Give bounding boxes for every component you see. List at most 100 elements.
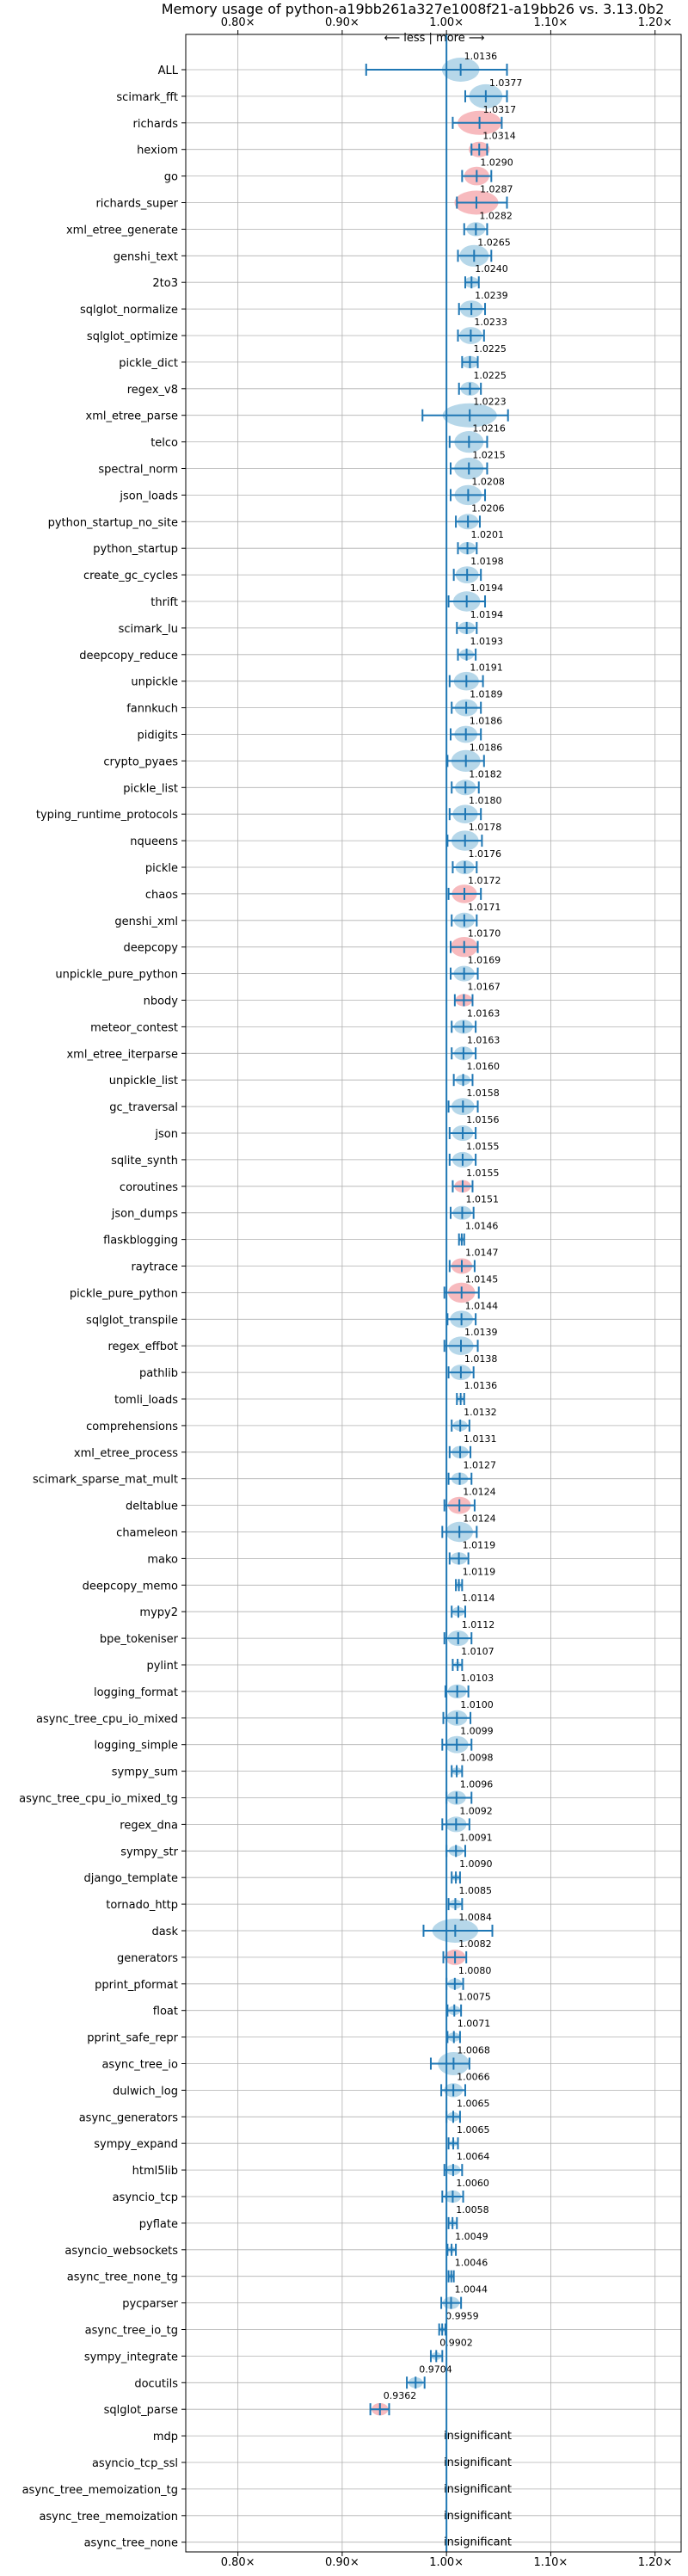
value-label: 0.9362 bbox=[384, 2390, 417, 2401]
y-tick-label: regex_dna bbox=[120, 1819, 178, 1832]
x-tick-label-top: 0.80× bbox=[221, 16, 255, 29]
value-label: 1.0127 bbox=[464, 1460, 497, 1471]
value-label: 1.0071 bbox=[458, 2018, 491, 2030]
x-tick-label-bottom: 0.80× bbox=[221, 2556, 255, 2569]
value-label: 1.0265 bbox=[477, 237, 511, 248]
value-label: 1.0085 bbox=[458, 1885, 492, 1896]
value-label: 0.9704 bbox=[419, 2363, 452, 2375]
x-tick-label-bottom: 1.20× bbox=[638, 2556, 673, 2569]
value-label: 1.0201 bbox=[471, 529, 505, 540]
value-label: 1.0065 bbox=[457, 2098, 490, 2109]
y-tick-label: gc_traversal bbox=[109, 1101, 178, 1114]
chart-title: Memory usage of python-a19bb261a327e1008… bbox=[162, 1, 665, 17]
value-label: 1.0145 bbox=[465, 1273, 499, 1285]
y-tick-label: scimark_fft bbox=[116, 91, 178, 104]
y-tick-label: sqlglot_transpile bbox=[86, 1314, 178, 1327]
y-tick-label: pprint_safe_repr bbox=[87, 2032, 178, 2045]
y-tick-label: tornado_http bbox=[106, 1899, 178, 1912]
value-label: 1.0191 bbox=[470, 662, 503, 674]
y-tick-label: mako bbox=[147, 1553, 178, 1566]
value-label: 1.0082 bbox=[458, 1938, 492, 1950]
y-tick-label: deltablue bbox=[126, 1501, 178, 1513]
value-label: 1.0194 bbox=[470, 609, 504, 620]
value-label: 1.0239 bbox=[475, 290, 508, 301]
value-label: 1.0163 bbox=[467, 1034, 501, 1045]
y-tick-label: meteor_contest bbox=[90, 1021, 178, 1034]
value-label: 1.0171 bbox=[468, 902, 501, 913]
value-label: 1.0377 bbox=[489, 77, 523, 89]
y-tick-label: pickle_dict bbox=[119, 357, 178, 370]
y-tick-label: pickle_list bbox=[123, 782, 178, 795]
value-label: 1.0156 bbox=[466, 1114, 500, 1125]
y-tick-label: deepcopy bbox=[123, 942, 178, 955]
value-label: 1.0186 bbox=[470, 742, 503, 753]
y-tick-label: fannkuch bbox=[126, 703, 178, 716]
y-tick-label: pidigits bbox=[138, 730, 179, 743]
y-tick-label: ALL bbox=[158, 65, 179, 77]
y-tick-label: pycparser bbox=[122, 2298, 178, 2311]
value-label: 1.0151 bbox=[465, 1194, 499, 1205]
y-tick-label: json_loads bbox=[119, 490, 178, 502]
value-label: 1.0240 bbox=[475, 263, 508, 274]
y-tick-label: logging_simple bbox=[94, 1740, 178, 1753]
insignificant-label: insignificant bbox=[444, 2430, 512, 2443]
y-tick-label: regex_effbot bbox=[108, 1340, 178, 1353]
y-tick-label: mdp bbox=[153, 2431, 178, 2444]
grid-layer bbox=[186, 34, 681, 2552]
y-tick-label: telco bbox=[150, 437, 178, 450]
value-label: 1.0233 bbox=[474, 317, 507, 328]
value-label: 1.0096 bbox=[460, 1779, 494, 1790]
insignificant-label: insignificant bbox=[444, 2536, 512, 2549]
y-tick-label: async_tree_io bbox=[101, 2059, 178, 2072]
y-tick-label: deepcopy_reduce bbox=[79, 650, 178, 662]
y-tick-label: unpickle bbox=[131, 676, 178, 689]
value-label: 1.0215 bbox=[472, 450, 506, 461]
value-label: 1.0189 bbox=[470, 689, 503, 700]
value-label: 1.0112 bbox=[462, 1619, 495, 1630]
value-label: 1.0169 bbox=[468, 955, 501, 966]
value-label: 1.0186 bbox=[470, 716, 503, 727]
y-tick-label: regex_v8 bbox=[127, 384, 178, 397]
y-tick-label: 2to3 bbox=[152, 277, 178, 290]
y-tick-label: xml_etree_parse bbox=[86, 410, 178, 423]
insignificant-label: insignificant bbox=[444, 2456, 512, 2469]
y-tick-label: django_template bbox=[84, 1872, 178, 1885]
y-tick-label: pathlib bbox=[139, 1367, 178, 1380]
value-label: 1.0114 bbox=[462, 1593, 495, 1604]
x-tick-label-top: 1.20× bbox=[638, 16, 673, 29]
value-label: 1.0131 bbox=[464, 1433, 497, 1445]
value-label: 1.0290 bbox=[480, 157, 513, 169]
value-label: 1.0124 bbox=[463, 1513, 496, 1525]
y-tick-label: comprehensions bbox=[86, 1420, 178, 1433]
y-tick-label: logging_format bbox=[94, 1686, 178, 1699]
y-tick-label: json bbox=[154, 1128, 178, 1141]
value-label: 1.0090 bbox=[459, 1858, 493, 1870]
insignificant-label: insignificant bbox=[444, 2510, 512, 2523]
y-tick-label: flaskblogging bbox=[103, 1235, 178, 1248]
y-tick-label: spectral_norm bbox=[98, 464, 178, 477]
value-label: 1.0172 bbox=[468, 875, 501, 886]
y-tick-label: json_dumps bbox=[111, 1208, 178, 1221]
value-label: 1.0158 bbox=[466, 1088, 500, 1099]
x-tick-label-top: 0.90× bbox=[325, 16, 359, 29]
y-tick-label: sympy_integrate bbox=[84, 2351, 178, 2363]
insignificant-label: insignificant bbox=[444, 2483, 512, 2496]
y-tick-label: dask bbox=[151, 1926, 178, 1938]
value-label: 1.0119 bbox=[463, 1566, 496, 1577]
value-label: 1.0163 bbox=[467, 1008, 501, 1019]
value-label: 1.0136 bbox=[464, 51, 498, 62]
value-label: 1.0167 bbox=[467, 982, 501, 993]
value-label: 1.0046 bbox=[455, 2258, 488, 2269]
y-tick-label: unpickle_list bbox=[109, 1075, 178, 1088]
y-tick-label: typing_runtime_protocols bbox=[36, 809, 178, 822]
y-tick-label: nqueens bbox=[130, 835, 178, 848]
value-label: 1.0317 bbox=[483, 104, 517, 115]
value-label: 1.0084 bbox=[458, 1912, 492, 1923]
value-label: 1.0136 bbox=[464, 1380, 498, 1391]
value-label: 1.0091 bbox=[459, 1832, 493, 1843]
value-label: 1.0064 bbox=[457, 2151, 490, 2162]
value-label: 1.0049 bbox=[455, 2231, 488, 2242]
y-tick-label: thrift bbox=[150, 596, 178, 609]
